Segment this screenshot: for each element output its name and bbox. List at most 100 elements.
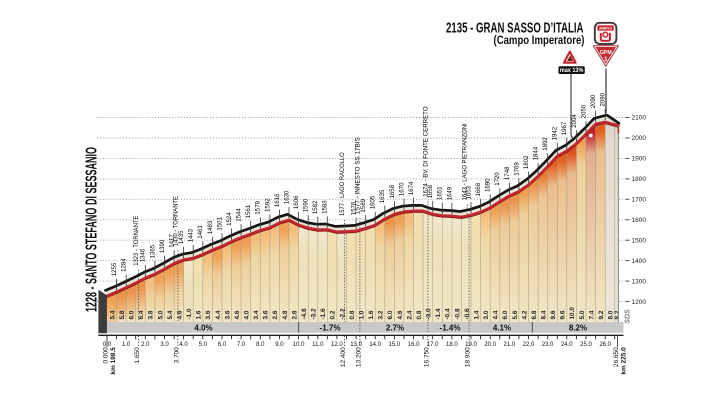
svg-text:-1.6: -1.6 [320,308,327,319]
svg-text:1300: 1300 [632,278,647,285]
svg-text:-3.2: -3.2 [311,308,318,319]
svg-text:16.0: 16.0 [408,342,420,348]
svg-text:1524: 1524 [226,212,233,226]
svg-text:1589: 1589 [360,199,367,213]
svg-text:5.4: 5.4 [167,310,174,319]
svg-text:9.6: 9.6 [550,310,557,319]
svg-text:1590: 1590 [303,199,310,213]
svg-text:-1.4: -1.4 [435,308,442,319]
svg-text:1544: 1544 [236,208,243,222]
svg-text:0.8: 0.8 [349,310,356,319]
svg-text:1430 - TORNANTE: 1430 - TORNANTE [172,196,179,247]
svg-text:3.4: 3.4 [253,310,260,319]
svg-text:9.0: 9.0 [275,342,284,348]
svg-text:6.0: 6.0 [218,342,227,348]
svg-text:26.0: 26.0 [599,342,611,348]
svg-text:4.6: 4.6 [176,310,183,319]
svg-text:1.650: 1.650 [134,347,141,364]
svg-text:3.6: 3.6 [205,310,212,319]
svg-text:3.2: 3.2 [378,310,385,319]
svg-text:26.650: 26.650 [613,347,620,367]
svg-text:1561: 1561 [245,205,252,219]
svg-text:SDS: SDS [625,309,632,324]
svg-text:0.000: 0.000 [103,347,110,364]
svg-text:1635: 1635 [379,189,386,203]
svg-text:0.2: 0.2 [330,310,337,319]
svg-text:-1.7%: -1.7% [320,323,341,332]
svg-text:GPM: GPM [600,50,612,56]
svg-text:1769: 1769 [513,162,520,176]
svg-text:8.4: 8.4 [541,310,548,319]
svg-text:6.4: 6.4 [138,310,145,319]
svg-text:11.0: 11.0 [312,342,324,348]
svg-text:4.0: 4.0 [179,342,188,348]
svg-text:2135 - GRAN SASSO D’ITALIA: 2135 - GRAN SASSO D’ITALIA [446,21,584,37]
svg-text:1583: 1583 [322,200,329,214]
svg-text:4.8: 4.8 [282,310,289,319]
svg-text:1892: 1892 [542,137,549,151]
svg-text:4.2: 4.2 [521,310,528,319]
svg-text:1579: 1579 [255,201,262,215]
svg-text:14.0: 14.0 [369,342,381,348]
svg-text:10.0: 10.0 [293,342,305,348]
svg-text:1967: 1967 [561,121,568,135]
svg-text:1649: 1649 [446,187,453,201]
svg-text:1.6: 1.6 [196,310,203,319]
svg-text:1653: 1653 [465,186,472,200]
svg-text:12.400: 12.400 [340,347,347,367]
svg-text:6.0: 6.0 [129,310,136,319]
svg-text:4.4: 4.4 [493,310,500,319]
svg-text:12.0: 12.0 [331,342,343,348]
svg-text:1483: 1483 [207,220,214,234]
svg-text:0.8: 0.8 [416,310,423,319]
svg-text:2.7%: 2.7% [386,323,404,332]
svg-text:1605: 1605 [370,196,377,210]
svg-text:15.0: 15.0 [389,342,401,348]
svg-text:1802: 1802 [523,155,530,169]
svg-text:5.8: 5.8 [119,310,126,319]
svg-text:5.0: 5.0 [157,310,164,319]
svg-text:19.0: 19.0 [465,342,477,348]
svg-text:1346: 1346 [140,248,147,262]
svg-text:3.6: 3.6 [224,310,231,319]
svg-text:18.900: 18.900 [465,347,472,367]
svg-text:1616: 1616 [274,193,281,207]
svg-text:18.0: 18.0 [446,342,458,348]
svg-text:2090: 2090 [590,94,597,108]
svg-text:3.0: 3.0 [483,310,490,319]
svg-text:1658: 1658 [427,185,434,199]
svg-text:1365: 1365 [149,245,156,259]
svg-text:1323 - TORNANTE: 1323 - TORNANTE [133,215,140,266]
svg-text:1200: 1200 [632,299,647,306]
svg-text:2.6: 2.6 [272,310,279,319]
svg-text:4.4: 4.4 [215,310,222,319]
svg-text:6.0: 6.0 [502,310,509,319]
svg-text:5.0: 5.0 [579,310,586,319]
svg-text:5.4: 5.4 [109,310,116,319]
svg-text:1720: 1720 [494,172,501,186]
svg-text:1501: 1501 [216,217,223,231]
svg-text:8.2: 8.2 [614,310,621,319]
svg-text:1577 - INNESTO SS.17BIS: 1577 - INNESTO SS.17BIS [354,137,361,215]
svg-text:max 13%: max 13% [560,67,584,74]
svg-text:km 225.0: km 225.0 [621,347,628,375]
svg-text:3.700: 3.700 [174,347,181,364]
svg-text:km 198.5: km 198.5 [110,347,117,375]
svg-text:-0.6: -0.6 [464,308,471,319]
svg-text:1643 - LAGO PIETRANZONI: 1643 - LAGO PIETRANZONI [462,123,469,200]
svg-text:1: 1 [604,56,608,63]
svg-text:8.0: 8.0 [608,310,615,319]
svg-text:-1.4%: -1.4% [440,323,461,332]
svg-text:1400: 1400 [632,258,647,265]
svg-text:3.8: 3.8 [148,310,155,319]
svg-text:2000: 2000 [632,135,647,142]
svg-text:1690: 1690 [485,178,492,192]
svg-text:-0.8: -0.8 [454,308,461,319]
svg-text:-3.0: -3.0 [426,308,433,319]
svg-text:2.0: 2.0 [141,342,150,348]
svg-text:1577 - LAGO RACOLLO: 1577 - LAGO RACOLLO [339,152,346,216]
svg-text:13.0: 13.0 [350,342,362,348]
svg-text:1700: 1700 [632,197,647,204]
svg-text:1435: 1435 [178,230,185,244]
svg-text:1748: 1748 [504,166,511,180]
